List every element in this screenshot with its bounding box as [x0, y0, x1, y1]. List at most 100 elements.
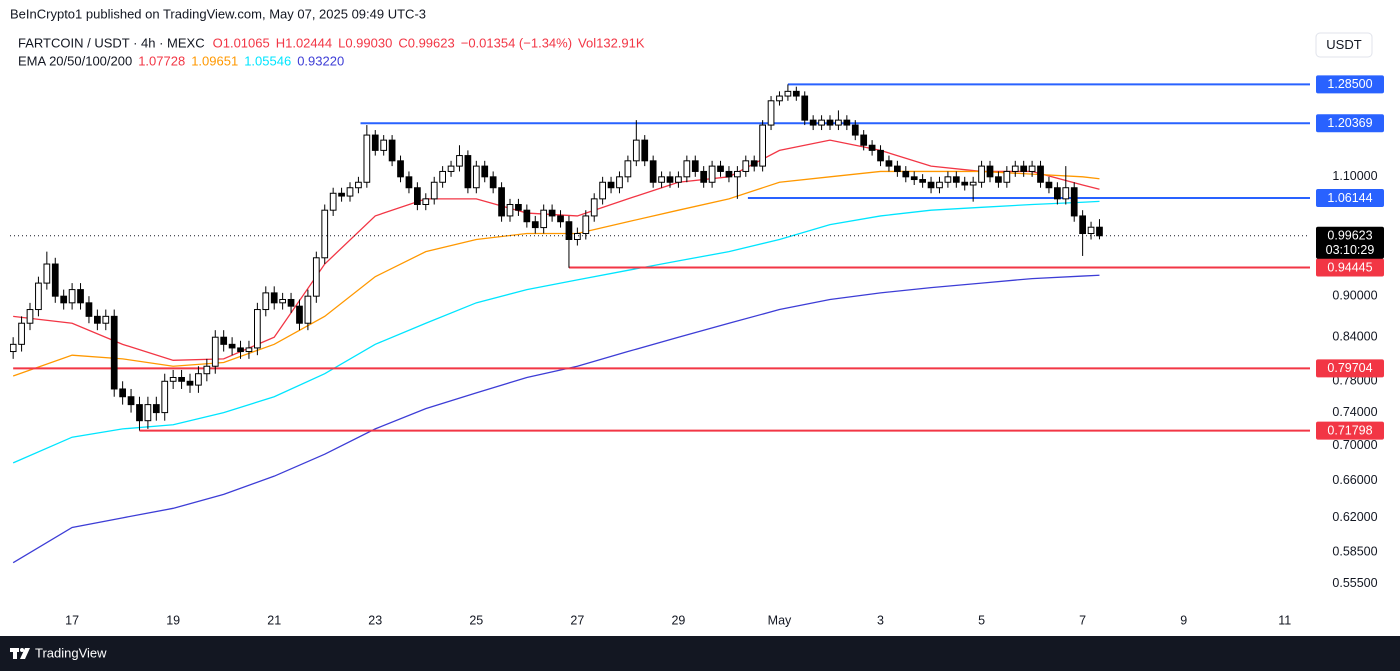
- candle-body: [405, 176, 413, 189]
- x-tick-label: 11: [1278, 613, 1291, 627]
- candle-body: [1062, 187, 1070, 200]
- level-label-box: [1316, 114, 1384, 133]
- header-text: 1.09651: [191, 53, 238, 68]
- candle-body: [68, 289, 76, 304]
- candle-body: [826, 119, 834, 126]
- y-tick-label: 0.55500: [1332, 576, 1377, 590]
- candle-body: [195, 373, 202, 386]
- x-tick-label: 7: [1079, 613, 1086, 627]
- candle-body: [616, 176, 623, 189]
- candle-body: [119, 388, 126, 398]
- candle-body: [1028, 165, 1036, 172]
- candle-body: [237, 347, 244, 353]
- countdown-label: 03:10:29: [1326, 243, 1375, 257]
- candle-body: [877, 149, 884, 162]
- candle-body: [85, 302, 93, 317]
- y-tick-label: 0.70000: [1332, 438, 1377, 452]
- candle-body: [818, 119, 825, 126]
- last-price-label: 0.99623: [1327, 229, 1372, 243]
- candle-body: [178, 376, 185, 382]
- candle-body: [60, 295, 68, 304]
- candle-body: [456, 155, 463, 167]
- candle-body: [658, 176, 665, 183]
- candle-body: [969, 181, 977, 186]
- candle-body: [860, 134, 868, 146]
- candle-body: [843, 119, 851, 126]
- candle-body: [944, 176, 952, 183]
- header-text: H1.02444: [276, 35, 332, 50]
- candle-body: [995, 176, 1002, 183]
- candle-body: [801, 95, 809, 121]
- header-text: −0.01354 (−1.34%): [461, 35, 572, 50]
- candle-body: [978, 165, 985, 183]
- ema-line: [12, 200, 1100, 464]
- candle-body: [397, 160, 404, 178]
- candle-body: [565, 221, 573, 240]
- x-tick-label: 21: [267, 613, 281, 627]
- x-tick-label: 5: [978, 613, 985, 627]
- candle-body: [1087, 226, 1095, 235]
- x-tick-label: May: [768, 613, 792, 627]
- candle-body: [110, 315, 118, 390]
- candle-body: [590, 198, 598, 217]
- candle-body: [279, 298, 286, 304]
- candle-body: [220, 336, 228, 345]
- candle-body: [506, 203, 514, 217]
- candle-body: [1079, 215, 1086, 235]
- candle-body: [742, 160, 750, 172]
- candle-body: [515, 203, 522, 211]
- footer-brand[interactable]: TradingView: [35, 645, 107, 660]
- candle-body: [1003, 170, 1011, 183]
- candle-body: [675, 176, 682, 183]
- candle-body: [894, 165, 901, 172]
- candle-body: [355, 181, 362, 189]
- candle-body: [447, 165, 455, 172]
- candle-body: [708, 165, 716, 183]
- axes: 0.55500 0.58500 0.62000 0.66000 0.70000 0.740…: [65, 75, 1384, 627]
- candle-body: [1045, 181, 1053, 189]
- candle-body: [363, 134, 371, 183]
- candle-body: [186, 380, 194, 386]
- candle-body: [346, 187, 354, 197]
- x-tick-label: 23: [368, 613, 382, 627]
- candle-body: [574, 233, 581, 240]
- candle-body: [927, 181, 935, 189]
- currency-box[interactable]: [1315, 32, 1373, 58]
- ema-line: [12, 274, 1100, 564]
- candle-body: [414, 187, 421, 205]
- level-label-box: [1316, 75, 1384, 94]
- candle-body: [371, 134, 379, 151]
- candle-body: [203, 365, 211, 375]
- candle-body: [26, 309, 34, 324]
- candle-body: [734, 170, 741, 178]
- x-tick-label: 17: [65, 613, 79, 627]
- candle-body: [1011, 165, 1019, 172]
- candle-body: [599, 181, 606, 200]
- candle-body: [809, 119, 817, 126]
- candle-body: [321, 209, 329, 259]
- candle-body: [43, 263, 51, 284]
- candle-body: [767, 100, 775, 126]
- candle-body: [952, 176, 960, 183]
- header-text: 0.93220: [297, 53, 344, 68]
- x-tick-label: 19: [166, 613, 180, 627]
- candle-body: [102, 315, 110, 324]
- currency-label[interactable]: USDT: [1326, 37, 1361, 52]
- candle-body: [254, 309, 261, 349]
- x-tick-label: 9: [1180, 613, 1187, 627]
- candle-body: [919, 179, 926, 183]
- candle-body: [835, 119, 842, 126]
- candle-body: [136, 404, 143, 422]
- candle-body: [388, 139, 396, 162]
- candle-body: [211, 336, 219, 367]
- level-label-box: [1316, 258, 1384, 277]
- candle-body: [270, 292, 278, 304]
- footer-bar: [0, 636, 1400, 671]
- candle-body: [557, 215, 564, 223]
- header-text: BeInCrypto1 published on TradingView.com…: [10, 6, 426, 21]
- header-text: EMA 20/50/100/200: [18, 53, 132, 68]
- header-text: FARTCOIN / USDT · 4h · MEXC: [18, 35, 205, 50]
- y-tick-label: 0.90000: [1332, 288, 1377, 302]
- candle-body: [986, 165, 994, 178]
